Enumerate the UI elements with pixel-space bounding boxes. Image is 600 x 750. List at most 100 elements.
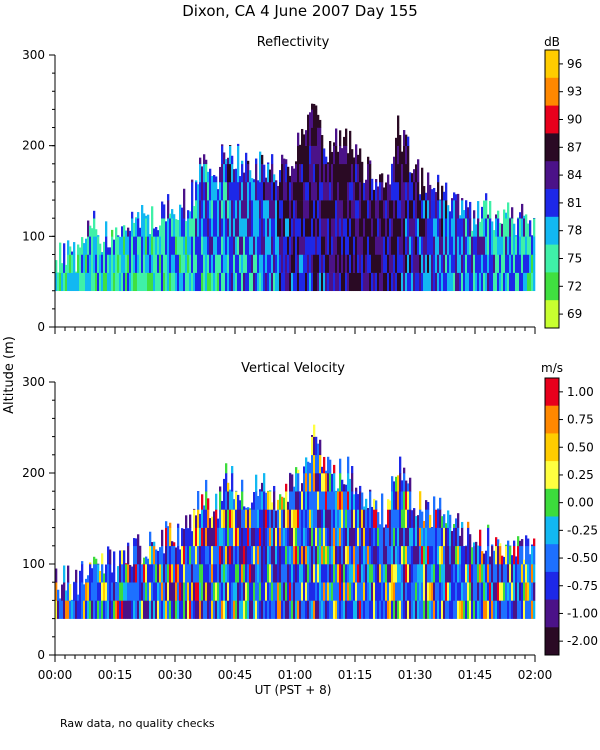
echo-cell [327,509,330,528]
echo-cell [281,236,284,255]
echo-cell [309,564,312,583]
echo-cell [405,200,408,219]
echo-cell [441,600,444,619]
echo-cell [399,163,402,183]
echo-cell [245,272,248,292]
echo-cell [119,550,122,565]
echo-cell [191,200,194,219]
colorbar-swatch [545,544,559,573]
echo-cell [119,600,122,619]
echo-cell [163,236,166,255]
echo-cell [281,200,284,219]
echo-cell [517,600,520,619]
echo-cell [315,236,318,255]
echo-cell [391,200,394,219]
echo-cell [349,236,352,255]
echo-cell [307,272,310,292]
echo-cell [417,272,420,292]
echo-cell [405,600,408,619]
echo-cell [243,509,246,528]
echo-cell [103,582,106,601]
echo-cell [327,527,330,547]
echo-cell [515,236,518,255]
echo-cell [461,272,464,292]
echo-cell [371,582,374,601]
echo-cell [377,512,380,528]
echo-cell [531,254,534,273]
echo-cell [85,578,88,583]
echo-cell [151,545,154,565]
echo-cell [293,486,296,492]
echo-cell [321,527,324,547]
echo-cell [167,200,170,219]
echo-cell [261,154,264,165]
echo-cell [409,172,412,183]
echo-cell [215,176,218,183]
echo-cell [357,527,360,547]
echo-cell [403,163,406,183]
echo-cell [315,181,318,201]
echo-cell [345,484,348,492]
echo-cell [269,169,272,183]
echo-cell [237,254,240,273]
echo-cell [151,272,154,292]
echo-cell [153,582,156,601]
echo-cell [239,582,242,601]
echo-cell [99,600,102,619]
echo-cell [431,582,434,601]
echo-cell [119,582,122,601]
echo-cell [135,218,138,237]
echo-cell [263,600,266,619]
echo-cell [225,491,228,510]
echo-cell [413,508,416,510]
echo-cell [245,163,248,183]
echo-cell [235,491,238,510]
echo-cell [255,527,258,547]
echo-cell [525,600,528,619]
echo-cell [267,236,270,255]
echo-cell [491,221,494,237]
echo-cell [335,509,338,528]
echo-cell [313,564,316,583]
echo-cell [319,545,322,565]
echo-cell [499,543,502,547]
echo-cell [219,236,222,255]
echo-cell [317,181,320,201]
echo-cell [281,564,284,583]
echo-cell [395,236,398,255]
echo-cell [401,527,404,547]
echo-cell [457,236,460,255]
echo-cell [281,545,284,565]
echo-cell [343,600,346,619]
echo-cell [223,272,226,292]
echo-cell [135,272,138,292]
echo-cell [205,491,208,510]
echo-cell [515,600,518,619]
echo-cell [349,491,352,510]
echo-cell [165,527,168,547]
echo-cell [387,218,390,237]
echo-cell [189,272,192,292]
echo-cell [267,582,270,601]
echo-cell [183,254,186,273]
echo-cell [303,236,306,255]
echo-cell [207,498,210,510]
echo-cell [497,582,500,601]
echo-cell [59,598,62,601]
echo-cell [491,582,494,601]
echo-cell [149,531,152,547]
y-tick-label: 300 [22,375,45,389]
echo-cell [225,218,228,237]
echo-cell [139,582,142,601]
echo-cell [273,527,276,547]
echo-cell [431,236,434,255]
echo-cell [281,163,284,183]
echo-cell [85,238,88,255]
echo-cell [399,218,402,237]
echo-cell [351,582,354,601]
echo-cell [241,582,244,601]
echo-cell [267,509,270,528]
echo-cell [513,254,516,273]
echo-cell [233,254,236,273]
echo-cell [391,218,394,237]
